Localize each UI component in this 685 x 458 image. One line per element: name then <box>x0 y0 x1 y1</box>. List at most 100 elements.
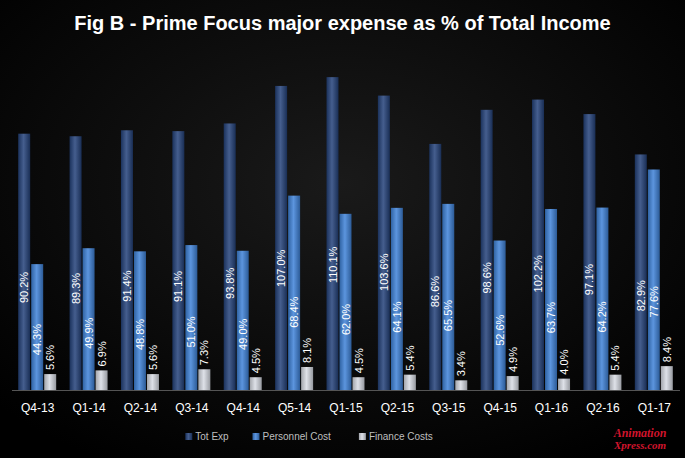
bar <box>340 214 352 390</box>
bar <box>455 380 467 390</box>
bar <box>185 245 197 390</box>
data-label: 4.9% <box>507 347 519 372</box>
bar <box>609 375 621 390</box>
bar <box>429 144 441 390</box>
annotation: Animation <box>613 426 667 440</box>
data-label: 82.9% <box>635 280 647 311</box>
bar <box>198 369 210 390</box>
x-tick-label: Q2-14 <box>124 401 158 415</box>
bar <box>481 110 493 390</box>
background <box>0 0 685 458</box>
bar <box>353 377 365 390</box>
bar <box>275 86 287 390</box>
legend-swatch <box>185 433 192 440</box>
x-tick-label: Q1-14 <box>72 401 106 415</box>
data-label: 63.7% <box>545 302 557 333</box>
data-label: 86.6% <box>429 276 441 307</box>
x-tick-label: Q1-16 <box>535 401 569 415</box>
x-tick-label: Q3-14 <box>175 401 209 415</box>
data-label: 102.2% <box>532 255 544 293</box>
annotation: Xpress.com <box>613 439 667 451</box>
data-label: 90.2% <box>18 272 30 303</box>
bar <box>648 169 660 390</box>
data-label: 91.4% <box>121 270 133 301</box>
bar <box>558 379 570 390</box>
chart: Fig B - Prime Focus major expense as % o… <box>0 0 685 458</box>
data-label: 4.0% <box>558 349 570 374</box>
data-label: 6.9% <box>96 341 108 366</box>
bar <box>378 96 390 390</box>
bar <box>44 374 56 390</box>
data-label: 5.4% <box>404 345 416 370</box>
bar <box>507 376 519 390</box>
data-label: 5.6% <box>44 345 56 370</box>
data-label: 4.5% <box>250 348 262 373</box>
x-tick-label: Q2-15 <box>381 401 415 415</box>
data-label: 51.0% <box>185 316 197 347</box>
legend-label: Tot Exp <box>195 431 229 442</box>
bar <box>172 131 184 390</box>
bar <box>18 134 30 390</box>
bar <box>391 208 403 390</box>
bar <box>250 377 262 390</box>
data-label: 89.3% <box>70 273 82 304</box>
data-label: 103.6% <box>378 253 390 291</box>
legend-swatch <box>359 433 366 440</box>
data-label: 5.6% <box>147 345 159 370</box>
data-label: 65.5% <box>442 300 454 331</box>
data-label: 8.1% <box>301 338 313 363</box>
data-label: 93.8% <box>224 268 236 299</box>
data-label: 98.6% <box>481 262 493 293</box>
data-label: 68.4% <box>288 296 300 327</box>
data-label: 52.6% <box>494 314 506 345</box>
legend-label: Finance Costs <box>369 431 433 442</box>
bar <box>288 196 300 390</box>
bar <box>224 123 236 390</box>
legend-label: Personnel Cost <box>263 431 332 442</box>
data-label: 5.4% <box>609 345 621 370</box>
bar <box>661 366 673 390</box>
bar <box>147 374 159 390</box>
bar <box>583 114 595 390</box>
data-label: 49.0% <box>237 318 249 349</box>
bar <box>31 264 43 390</box>
x-axis <box>12 390 680 391</box>
data-label: 110.1% <box>327 246 339 283</box>
bar <box>404 375 416 390</box>
data-label: 7.3% <box>198 340 210 365</box>
data-label: 91.1% <box>172 271 184 302</box>
x-tick-label: Q3-15 <box>432 401 466 415</box>
x-tick-label: Q1-15 <box>329 401 363 415</box>
data-label: 44.3% <box>31 324 43 355</box>
data-label: 3.4% <box>455 351 467 376</box>
data-label: 77.6% <box>648 286 660 317</box>
data-label: 107.0% <box>275 250 287 288</box>
bars <box>18 77 673 390</box>
title: Fig B - Prime Focus major expense as % o… <box>74 12 610 34</box>
data-label: 4.5% <box>353 348 365 373</box>
data-label: 8.4% <box>661 337 673 362</box>
legend-swatch <box>253 433 260 440</box>
bar <box>442 204 454 390</box>
x-tick-label: Q1-17 <box>638 401 672 415</box>
bar <box>96 370 108 390</box>
x-tick-label: Q2-16 <box>586 401 620 415</box>
bar <box>237 251 249 390</box>
data-label: 49.9% <box>83 317 95 348</box>
bar <box>134 251 146 390</box>
bar <box>301 367 313 390</box>
data-labels: 90.2% 89.3% 91.4% 91.1% 93.8% 107.0% 110.1% 103… <box>18 246 673 376</box>
bar <box>635 154 647 390</box>
bar <box>532 100 544 390</box>
data-label: 62.0% <box>340 304 352 335</box>
x-tick-label: Q4-15 <box>483 401 517 415</box>
data-label: 97.1% <box>583 264 595 295</box>
data-label: 64.2% <box>596 301 608 332</box>
logo: AnimationXpress.com <box>613 426 667 451</box>
data-label: 64.1% <box>391 301 403 332</box>
x-tick-label: Q4-13 <box>21 401 55 415</box>
data-label: 48.8% <box>134 319 146 350</box>
bar <box>596 208 608 390</box>
bar <box>494 241 506 390</box>
bar <box>83 248 95 390</box>
